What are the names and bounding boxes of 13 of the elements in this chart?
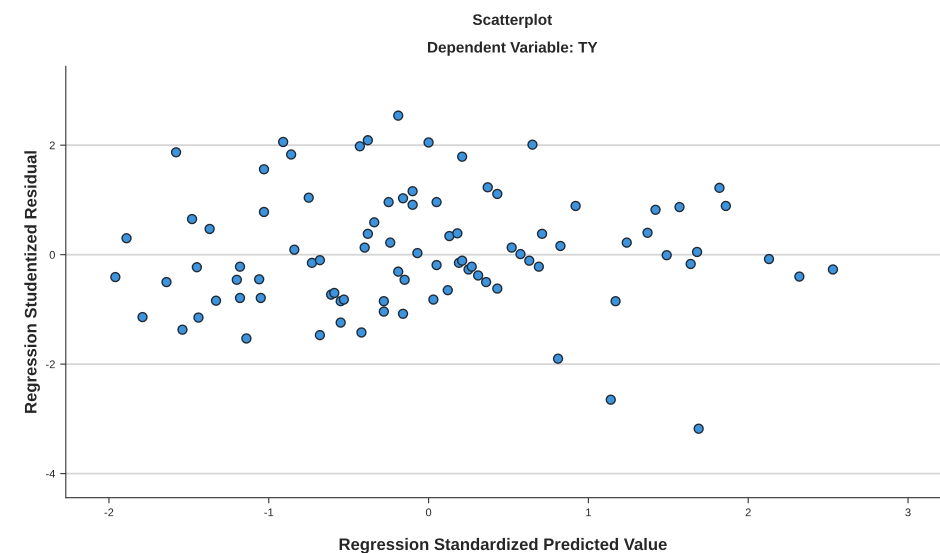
x-tick-label: -1 xyxy=(264,508,274,516)
chart-subtitle: Dependent Variable: TY xyxy=(428,41,598,56)
x-tick-label: -2 xyxy=(104,508,114,516)
y-axis-title: Regression Studentized Residual xyxy=(24,151,40,413)
y-tick-label: -2 xyxy=(46,360,55,368)
y-tick-label: 2 xyxy=(50,141,55,150)
x-tick-label: 0 xyxy=(426,508,432,516)
y-tick-label: -4 xyxy=(46,470,56,478)
x-tick-label: 3 xyxy=(905,508,911,516)
x-tick-label: 2 xyxy=(746,508,751,516)
chart-title: Scatterplot xyxy=(472,14,552,28)
x-tick-label: 1 xyxy=(586,508,591,516)
y-tick-label: 0 xyxy=(50,250,55,259)
